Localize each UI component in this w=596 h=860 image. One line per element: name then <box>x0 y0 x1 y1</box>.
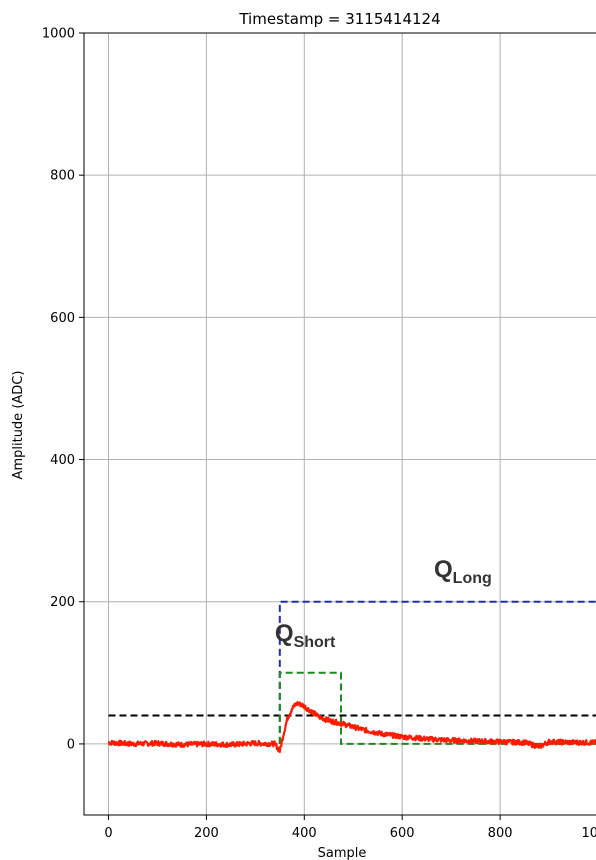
annotation-label: QShort <box>275 620 336 651</box>
annotations-group: QLong QShort <box>275 556 492 651</box>
x-tick-label: 600 <box>390 826 415 841</box>
chart-title: Timestamp = 3115414124 <box>238 10 440 28</box>
long-gate-line <box>278 600 596 744</box>
y-tick-label: 1000 <box>42 27 75 42</box>
signal-trace <box>107 701 596 754</box>
short-gate-line <box>278 671 596 745</box>
y-tick-label: 0 <box>67 737 75 752</box>
annotation-subscript: Long <box>453 570 492 587</box>
series-group <box>107 600 596 754</box>
annotation-subscript: Short <box>294 634 336 651</box>
x-tick-label: 1000 <box>581 826 596 841</box>
x-tick-label: 200 <box>194 826 219 841</box>
x-tick-label: 0 <box>104 826 112 841</box>
x-tick-label: 400 <box>292 826 317 841</box>
y-tick-label: 600 <box>50 311 75 326</box>
y-axis-label: Amplitude (ADC) <box>11 371 26 480</box>
y-tick-label: 800 <box>50 169 75 184</box>
y-tick-label: 200 <box>50 595 75 610</box>
y-tick-label: 400 <box>50 453 75 468</box>
annotation-label: QLong <box>434 556 492 587</box>
x-axis-label: Sample <box>318 846 367 860</box>
plot-frame <box>83 32 596 816</box>
x-tick-label: 800 <box>488 826 513 841</box>
axes-group: 0 200 400 600 800 1000 0 200 400 600 800 1000 <box>42 27 596 841</box>
